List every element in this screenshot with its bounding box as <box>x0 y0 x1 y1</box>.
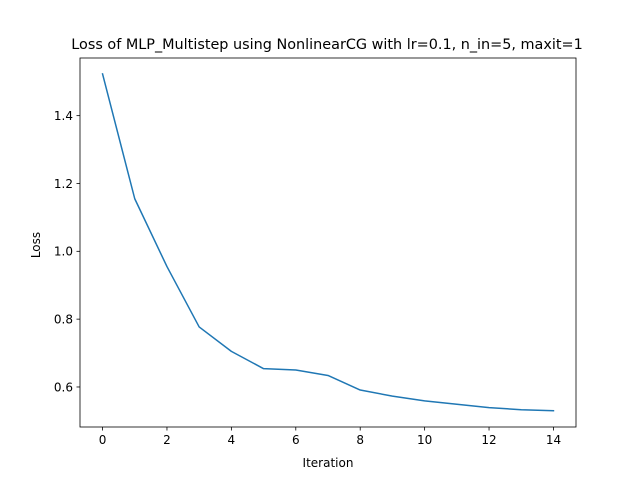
x-tick-label: 10 <box>417 433 432 447</box>
series-line-0 <box>101 73 555 412</box>
y-axis-label: Loss <box>29 232 43 258</box>
y-tick-label: 1.4 <box>54 109 73 123</box>
y-tick-label: 1.2 <box>54 177 73 191</box>
x-tick-label: 2 <box>163 433 171 447</box>
x-tick-label: 8 <box>356 433 364 447</box>
y-tick-label: 0.8 <box>54 312 73 326</box>
chart-title: Loss of MLP_Multistep using NonlinearCG … <box>71 37 583 53</box>
x-tick-label: 12 <box>481 433 496 447</box>
x-tick-label: 14 <box>546 433 561 447</box>
y-tick-label: 1.0 <box>54 245 73 259</box>
plot-area: 0 2 4 6 8 10 12 14 0.6 0.8 1.0 1.2 1.4 <box>54 57 577 447</box>
x-tick-label: 6 <box>292 433 300 447</box>
x-axis-label: Iteration <box>303 456 354 470</box>
axes-frame <box>79 57 577 428</box>
y-tick-label: 0.6 <box>54 380 73 394</box>
x-tick-label: 4 <box>228 433 236 447</box>
x-tick-label: 0 <box>99 433 107 447</box>
